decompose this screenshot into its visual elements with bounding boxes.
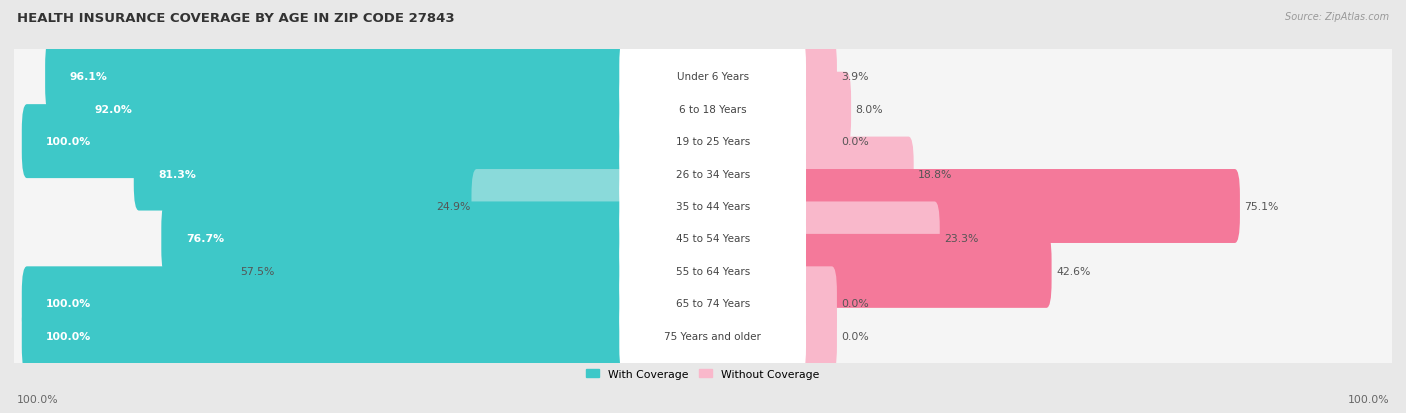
FancyBboxPatch shape	[10, 151, 1396, 262]
FancyBboxPatch shape	[794, 202, 939, 276]
FancyBboxPatch shape	[10, 280, 1396, 392]
FancyBboxPatch shape	[794, 73, 851, 146]
Text: 100.0%: 100.0%	[46, 299, 91, 309]
Text: 57.5%: 57.5%	[240, 266, 276, 276]
FancyBboxPatch shape	[619, 228, 806, 315]
FancyBboxPatch shape	[794, 137, 914, 211]
Text: 45 to 54 Years: 45 to 54 Years	[675, 234, 749, 244]
FancyBboxPatch shape	[45, 40, 631, 114]
FancyBboxPatch shape	[162, 202, 631, 276]
FancyBboxPatch shape	[21, 267, 631, 340]
Text: 0.0%: 0.0%	[841, 299, 869, 309]
FancyBboxPatch shape	[10, 216, 1396, 327]
Text: 23.3%: 23.3%	[945, 234, 979, 244]
FancyBboxPatch shape	[619, 34, 806, 121]
Text: 18.8%: 18.8%	[918, 169, 952, 179]
Text: 55 to 64 Years: 55 to 64 Years	[675, 266, 749, 276]
Text: 42.6%: 42.6%	[1056, 266, 1091, 276]
Text: 19 to 25 Years: 19 to 25 Years	[675, 137, 749, 147]
FancyBboxPatch shape	[794, 170, 1240, 243]
Legend: With Coverage, Without Coverage: With Coverage, Without Coverage	[582, 364, 824, 383]
Text: 75 Years and older: 75 Years and older	[664, 331, 761, 341]
FancyBboxPatch shape	[10, 248, 1396, 359]
FancyBboxPatch shape	[619, 66, 806, 153]
FancyBboxPatch shape	[619, 98, 806, 185]
FancyBboxPatch shape	[619, 131, 806, 218]
FancyBboxPatch shape	[21, 299, 631, 373]
FancyBboxPatch shape	[471, 170, 631, 243]
FancyBboxPatch shape	[10, 21, 1396, 133]
Text: 0.0%: 0.0%	[841, 137, 869, 147]
FancyBboxPatch shape	[619, 292, 806, 379]
FancyBboxPatch shape	[70, 73, 631, 146]
Text: 3.9%: 3.9%	[841, 72, 869, 82]
Text: 100.0%: 100.0%	[17, 394, 59, 404]
Text: 81.3%: 81.3%	[159, 169, 195, 179]
FancyBboxPatch shape	[10, 183, 1396, 294]
Text: 100.0%: 100.0%	[1347, 394, 1389, 404]
FancyBboxPatch shape	[794, 105, 837, 179]
Text: 0.0%: 0.0%	[841, 331, 869, 341]
FancyBboxPatch shape	[794, 40, 837, 114]
Text: Under 6 Years: Under 6 Years	[676, 72, 749, 82]
Text: 100.0%: 100.0%	[46, 331, 91, 341]
Text: 6 to 18 Years: 6 to 18 Years	[679, 104, 747, 114]
Text: 96.1%: 96.1%	[70, 72, 107, 82]
FancyBboxPatch shape	[794, 299, 837, 373]
FancyBboxPatch shape	[619, 260, 806, 347]
FancyBboxPatch shape	[21, 105, 631, 179]
FancyBboxPatch shape	[794, 234, 1052, 308]
Text: 26 to 34 Years: 26 to 34 Years	[675, 169, 749, 179]
Text: 100.0%: 100.0%	[46, 137, 91, 147]
Text: 24.9%: 24.9%	[436, 202, 470, 211]
FancyBboxPatch shape	[10, 119, 1396, 230]
FancyBboxPatch shape	[619, 163, 806, 250]
Text: 75.1%: 75.1%	[1244, 202, 1279, 211]
FancyBboxPatch shape	[10, 54, 1396, 165]
FancyBboxPatch shape	[10, 86, 1396, 197]
Text: 65 to 74 Years: 65 to 74 Years	[675, 299, 749, 309]
FancyBboxPatch shape	[134, 137, 631, 211]
FancyBboxPatch shape	[276, 234, 631, 308]
Text: 92.0%: 92.0%	[94, 104, 132, 114]
Text: Source: ZipAtlas.com: Source: ZipAtlas.com	[1285, 12, 1389, 22]
FancyBboxPatch shape	[619, 195, 806, 282]
FancyBboxPatch shape	[794, 267, 837, 340]
Text: 35 to 44 Years: 35 to 44 Years	[675, 202, 749, 211]
Text: HEALTH INSURANCE COVERAGE BY AGE IN ZIP CODE 27843: HEALTH INSURANCE COVERAGE BY AGE IN ZIP …	[17, 12, 454, 25]
Text: 76.7%: 76.7%	[186, 234, 224, 244]
Text: 8.0%: 8.0%	[856, 104, 883, 114]
